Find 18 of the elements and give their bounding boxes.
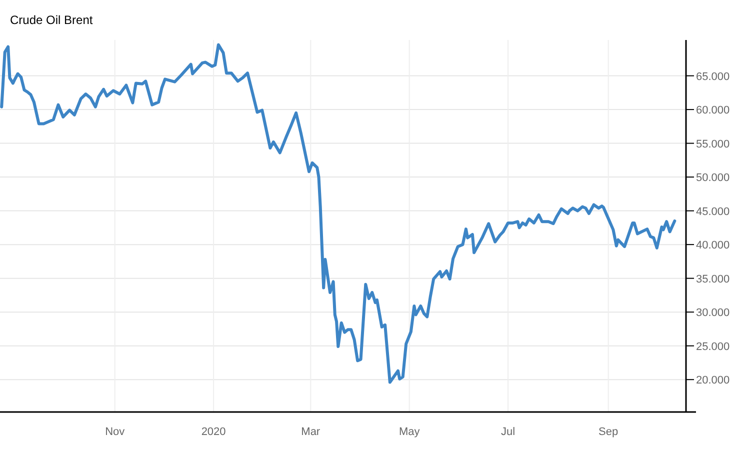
y-tick-label: 20.000 bbox=[696, 374, 730, 387]
x-tick-label: Jul bbox=[500, 426, 516, 438]
chart-title: Crude Oil Brent bbox=[10, 13, 94, 27]
x-tick-label: Mar bbox=[301, 426, 320, 438]
x-tick-label: 2020 bbox=[201, 426, 226, 438]
line-series bbox=[0, 43, 676, 384]
y-tick-label: 65.000 bbox=[696, 70, 730, 83]
y-tick-label: 30.000 bbox=[696, 307, 730, 320]
x-tick-label: Sep bbox=[598, 426, 618, 438]
y-tick-label: 50.000 bbox=[696, 172, 730, 184]
y-tick-label: 40.000 bbox=[696, 240, 730, 252]
y-tick-label: 45.000 bbox=[696, 206, 730, 218]
y-tick-label: 55.000 bbox=[696, 138, 730, 150]
y-tick-label: 25.000 bbox=[696, 340, 730, 353]
x-tick-label: May bbox=[398, 426, 420, 438]
y-tick-label: 35.000 bbox=[696, 273, 730, 286]
x-tick-label: Nov bbox=[105, 426, 126, 438]
y-tick-label: 60.000 bbox=[696, 104, 730, 117]
